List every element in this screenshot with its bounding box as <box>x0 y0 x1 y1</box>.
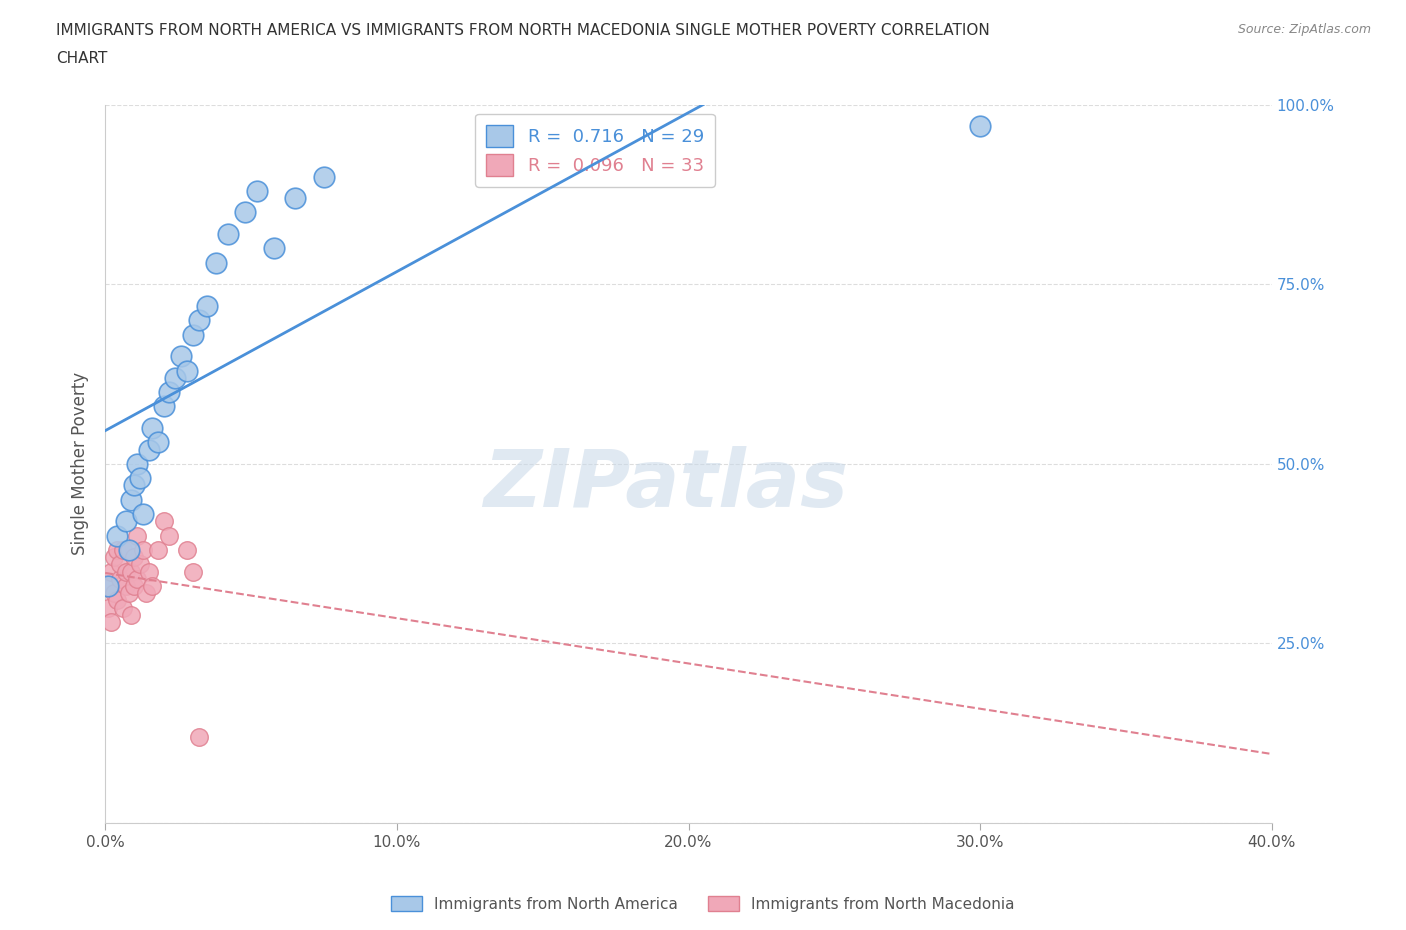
Point <box>97 578 120 593</box>
Point <box>124 550 146 565</box>
Point <box>141 420 163 435</box>
Point <box>195 299 218 313</box>
Point <box>127 528 149 543</box>
Point <box>97 578 120 593</box>
Point <box>103 550 125 565</box>
Point <box>117 543 139 558</box>
Legend: R =  0.716   N = 29, R =  0.096   N = 33: R = 0.716 N = 29, R = 0.096 N = 33 <box>475 113 714 187</box>
Point <box>176 543 198 558</box>
Point <box>157 385 180 400</box>
Point <box>284 191 307 206</box>
Text: CHART: CHART <box>56 51 108 66</box>
Point <box>129 557 152 572</box>
Point <box>135 586 157 601</box>
Point <box>121 492 143 507</box>
Point <box>105 528 128 543</box>
Point <box>263 241 285 256</box>
Point <box>138 442 160 457</box>
Point <box>165 370 187 385</box>
Point <box>132 543 155 558</box>
Point <box>187 312 209 327</box>
Point <box>117 586 139 601</box>
Point <box>246 183 269 198</box>
Point <box>111 600 134 615</box>
Y-axis label: Single Mother Poverty: Single Mother Poverty <box>72 372 89 555</box>
Point <box>108 571 131 586</box>
Point <box>181 327 204 342</box>
Point <box>97 600 120 615</box>
Point <box>187 729 209 744</box>
Legend: Immigrants from North America, Immigrants from North Macedonia: Immigrants from North America, Immigrant… <box>385 889 1021 918</box>
Point <box>108 557 131 572</box>
Point <box>146 543 169 558</box>
Point <box>233 205 256 219</box>
Point <box>181 565 204 579</box>
Point <box>114 578 136 593</box>
Point <box>117 543 139 558</box>
Point <box>170 349 193 364</box>
Point <box>157 528 180 543</box>
Point <box>217 227 239 242</box>
Point <box>127 457 149 472</box>
Point <box>176 363 198 378</box>
Point <box>138 565 160 579</box>
Point <box>124 578 146 593</box>
Point <box>129 471 152 485</box>
Point <box>121 607 143 622</box>
Point <box>111 543 134 558</box>
Point <box>132 507 155 522</box>
Text: IMMIGRANTS FROM NORTH AMERICA VS IMMIGRANTS FROM NORTH MACEDONIA SINGLE MOTHER P: IMMIGRANTS FROM NORTH AMERICA VS IMMIGRA… <box>56 23 990 38</box>
Point <box>531 154 554 169</box>
Point <box>152 514 174 529</box>
Text: ZIPatlas: ZIPatlas <box>482 446 848 525</box>
Point <box>312 169 335 184</box>
Point <box>100 615 122 630</box>
Point <box>121 565 143 579</box>
Point <box>152 399 174 414</box>
Point <box>100 565 122 579</box>
Point <box>103 586 125 601</box>
Point <box>205 256 228 271</box>
Text: Source: ZipAtlas.com: Source: ZipAtlas.com <box>1237 23 1371 36</box>
Point <box>114 514 136 529</box>
Point <box>146 435 169 450</box>
Point <box>127 571 149 586</box>
Point <box>141 578 163 593</box>
Point <box>124 478 146 493</box>
Point <box>105 593 128 608</box>
Point <box>105 543 128 558</box>
Point <box>114 565 136 579</box>
Point <box>969 119 991 134</box>
